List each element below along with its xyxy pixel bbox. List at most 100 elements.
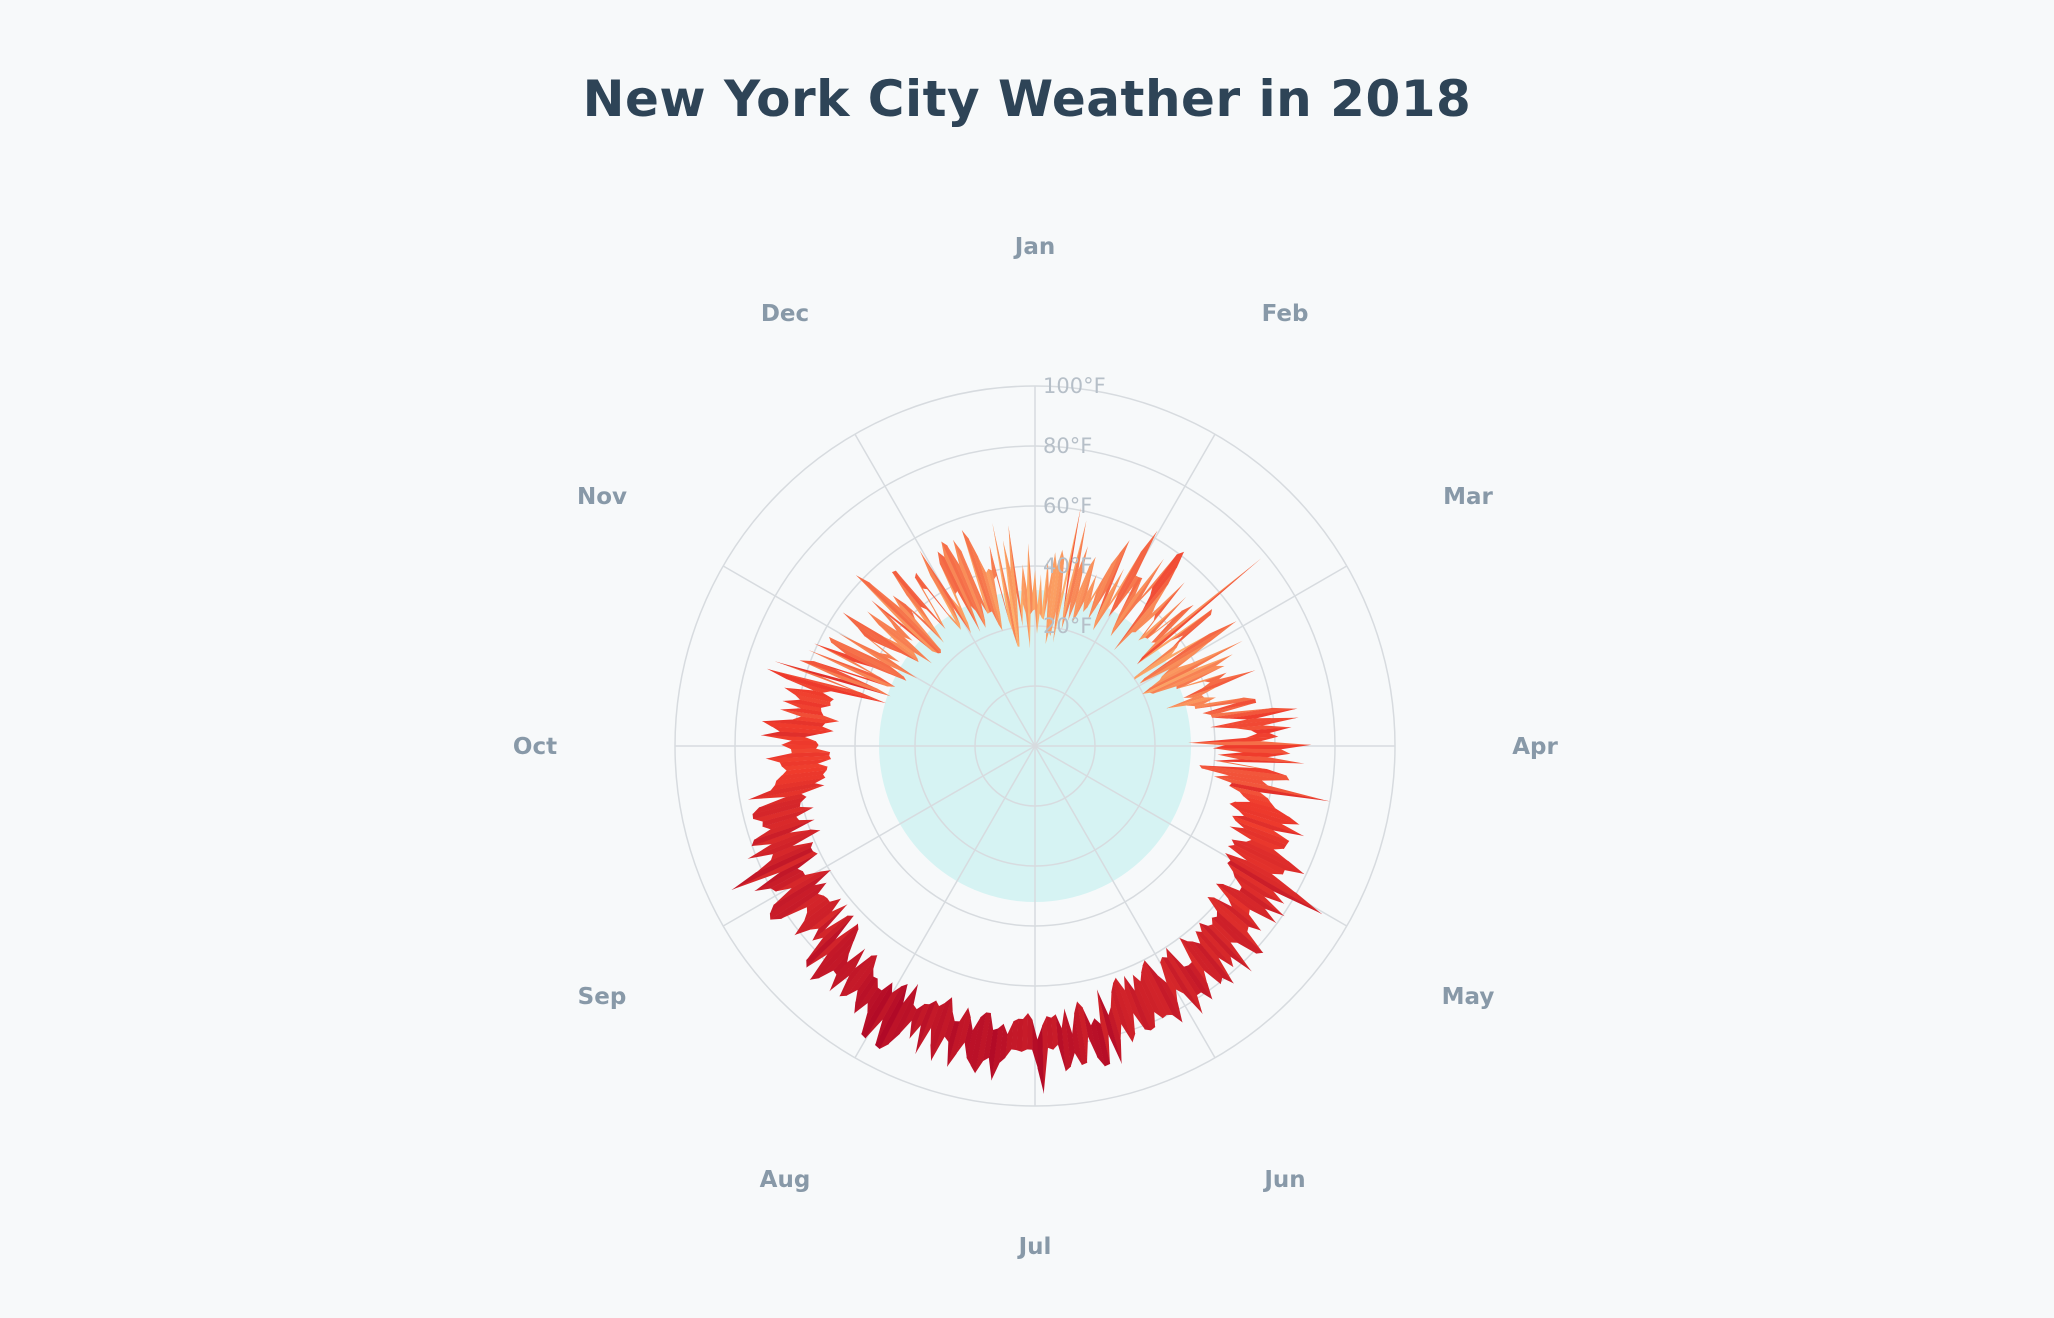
month-label-aug: Aug (760, 1167, 811, 1193)
day-temperature-band (867, 987, 882, 1014)
day-temperature-band (999, 1023, 1008, 1064)
day-temperature-band (1026, 1012, 1033, 1050)
month-label-may: May (1442, 984, 1495, 1010)
day-temperature-band (794, 898, 842, 936)
day-temperature-band (905, 604, 944, 643)
day-temperature-band (1185, 697, 1216, 707)
day-temperature-band (765, 755, 832, 763)
day-temperature-band (833, 952, 850, 975)
day-temperature-band (1214, 897, 1262, 931)
day-temperature-band (991, 1023, 1004, 1081)
day-temperature-band (762, 807, 814, 827)
day-temperature-band (791, 716, 840, 724)
day-temperature-band (1172, 614, 1211, 648)
day-temperature-band (956, 1007, 971, 1054)
day-temperature-band (766, 669, 887, 704)
day-temperature-band (1032, 1020, 1038, 1069)
day-temperature-band (919, 550, 972, 634)
day-temperature-band (760, 735, 816, 742)
day-temperature-band (1022, 564, 1031, 649)
day-temperature-band (1142, 960, 1173, 1015)
day-temperature-band (919, 550, 960, 624)
day-temperature-band (1195, 931, 1234, 968)
temperature-area (731, 507, 1330, 1094)
day-temperature-band (867, 611, 932, 664)
month-label-jan: Jan (1013, 234, 1055, 260)
day-temperature-band (1199, 765, 1290, 781)
day-temperature-band (809, 904, 848, 930)
day-temperature-band (982, 1013, 994, 1062)
day-temperature-band (1239, 886, 1285, 917)
day-temperature-band (879, 983, 919, 1049)
day-temperature-band (1138, 614, 1160, 641)
day-temperature-band (1211, 917, 1238, 943)
day-temperature-band (953, 539, 986, 628)
day-temperature-band (761, 719, 826, 727)
day-temperature-band (861, 982, 893, 1039)
day-temperature-band (1211, 916, 1257, 954)
day-temperature-band (1021, 1012, 1029, 1052)
day-temperature-band (760, 731, 821, 738)
day-temperature-band (839, 955, 872, 997)
month-label-feb: Feb (1262, 301, 1309, 327)
day-temperature-band (748, 783, 825, 800)
day-temperature-band (945, 610, 961, 630)
day-temperature-band (752, 802, 801, 820)
day-temperature-band (1245, 732, 1279, 739)
day-temperature-band (1231, 839, 1305, 874)
day-temperature-band (751, 819, 815, 847)
day-temperature-band (1188, 962, 1213, 1000)
day-temperature-band (1195, 931, 1234, 984)
day-temperature-band (1213, 775, 1268, 786)
day-temperature-band (1239, 791, 1272, 804)
day-temperature-band (1142, 640, 1243, 695)
day-temperature-band (947, 1021, 960, 1067)
day-temperature-band (1229, 826, 1284, 850)
day-temperature-band (828, 637, 904, 677)
day-temperature-band (1166, 947, 1203, 1015)
day-temperature-band (770, 842, 814, 861)
day-temperature-band (1165, 947, 1202, 996)
day-temperature-band (914, 572, 928, 590)
day-temperature-band (781, 763, 828, 771)
day-temperature-band (1111, 983, 1133, 1043)
day-temperature-band (1238, 810, 1305, 837)
day-temperature-band (1232, 815, 1290, 842)
radial-tick-label: 40°F (1043, 554, 1092, 578)
day-temperature-band (1216, 910, 1264, 954)
day-temperature-band (1035, 569, 1038, 634)
day-temperature-band (747, 829, 821, 859)
day-temperature-band (937, 551, 958, 594)
day-temperature-band (879, 653, 900, 662)
day-temperature-band (1250, 727, 1292, 734)
day-temperature-band (875, 984, 908, 1046)
day-temperature-band (829, 636, 907, 681)
day-temperature-band (941, 541, 977, 612)
day-temperature-band (1232, 815, 1305, 837)
day-temperature-band (776, 770, 827, 781)
day-temperature-band (939, 563, 968, 623)
day-temperature-band (1094, 1018, 1111, 1067)
day-temperature-band (1036, 574, 1042, 634)
day-temperature-band (1076, 1001, 1089, 1063)
day-temperature-band (780, 709, 840, 722)
day-temperature-band (974, 1012, 991, 1074)
day-temperature-band (1135, 582, 1185, 633)
day-temperature-band (813, 661, 888, 687)
day-temperature-band (915, 572, 951, 619)
day-temperature-band (1207, 897, 1249, 932)
day-temperature-band (978, 556, 1003, 631)
day-temperature-band (930, 997, 953, 1062)
day-temperature-band (1232, 871, 1285, 904)
day-temperature-band (1207, 896, 1264, 953)
day-temperature-band (1199, 922, 1234, 968)
day-temperature-band (1108, 530, 1158, 617)
day-temperature-band (961, 551, 988, 614)
day-temperature-band (770, 777, 826, 791)
day-temperature-band (1215, 883, 1277, 924)
day-temperature-band (1229, 782, 1330, 802)
day-temperature-band (1037, 1025, 1044, 1094)
day-temperature-band (808, 650, 896, 687)
day-temperature-band (1090, 1018, 1106, 1067)
month-labels: Jan Feb Mar Apr May Jun Jul Aug Sep Oct Nov Dec (513, 234, 1559, 1260)
